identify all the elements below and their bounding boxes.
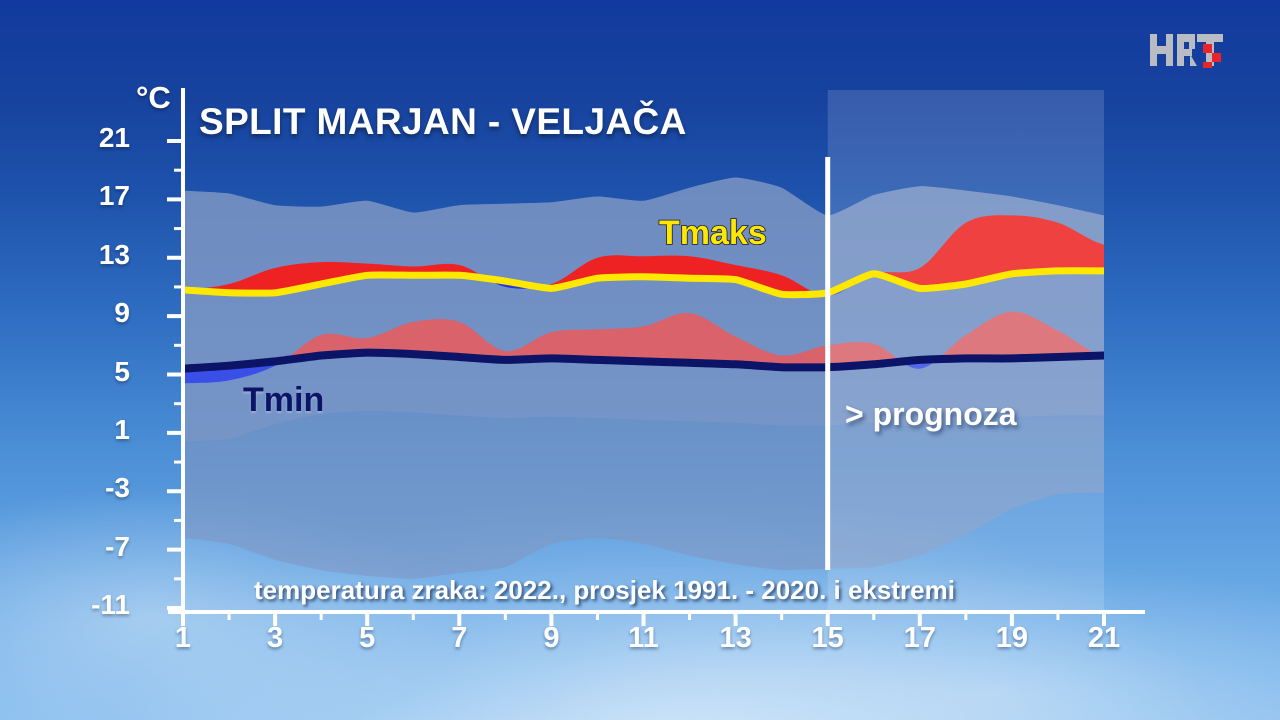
forecast-label: > prognoza [845,396,1017,432]
hrt-logo-letters [1150,34,1223,66]
hrt-logo [1150,34,1223,68]
x-axis-tick-label: 9 [543,622,560,654]
y-axis-tick-label: 17 [98,180,130,212]
x-axis-tick-label: 7 [451,622,468,654]
tmaks-series-label: Tmaks [658,213,767,253]
y-axis-tick-label: 9 [114,297,130,329]
y-axis-tick-label: -7 [105,530,130,562]
chart-caption: temperatura zraka: 2022., prosjek 1991. … [254,575,955,605]
tmin-series-label: Tmin [243,381,325,419]
y-axis-tick-label: 5 [114,355,130,387]
forecast-overlay [827,90,1104,612]
y-axis-tick-label: 21 [98,122,130,153]
x-axis-tick-label: 5 [359,622,376,654]
x-axis-tick-label: 19 [995,622,1029,654]
page-title: SPLIT MARJAN - VELJAČA [199,101,687,142]
y-axis-unit-label: °C [136,80,171,115]
tmin-above-normal-area [286,311,1100,368]
y-axis-ticks [167,139,183,610]
y-axis-tick-label: -3 [105,472,130,504]
y-axis-tick-label: -11 [91,589,130,620]
axis-lines [168,88,1145,614]
x-axis-tick-label: 1 [174,622,192,654]
x-axis-tick-label: 3 [267,622,284,654]
x-axis-tick-label: 21 [1087,622,1121,654]
y-axis-tick-label: 13 [98,238,130,270]
x-axis-tick-label: 11 [628,622,659,654]
y-axis-tick-label: 1 [114,413,130,445]
extreme-min-band [183,177,1104,442]
tmaks-line [183,267,1104,299]
tmin-line [183,348,1104,373]
hrt-checkerboard-icon [1203,44,1221,68]
x-axis-tick-label: 17 [903,622,936,654]
x-axis-tick-label: 13 [719,622,752,654]
tmaks-above-normal-area [185,215,1104,296]
x-axis-ticks [181,612,1106,626]
x-axis-tick-label: 15 [811,622,844,654]
